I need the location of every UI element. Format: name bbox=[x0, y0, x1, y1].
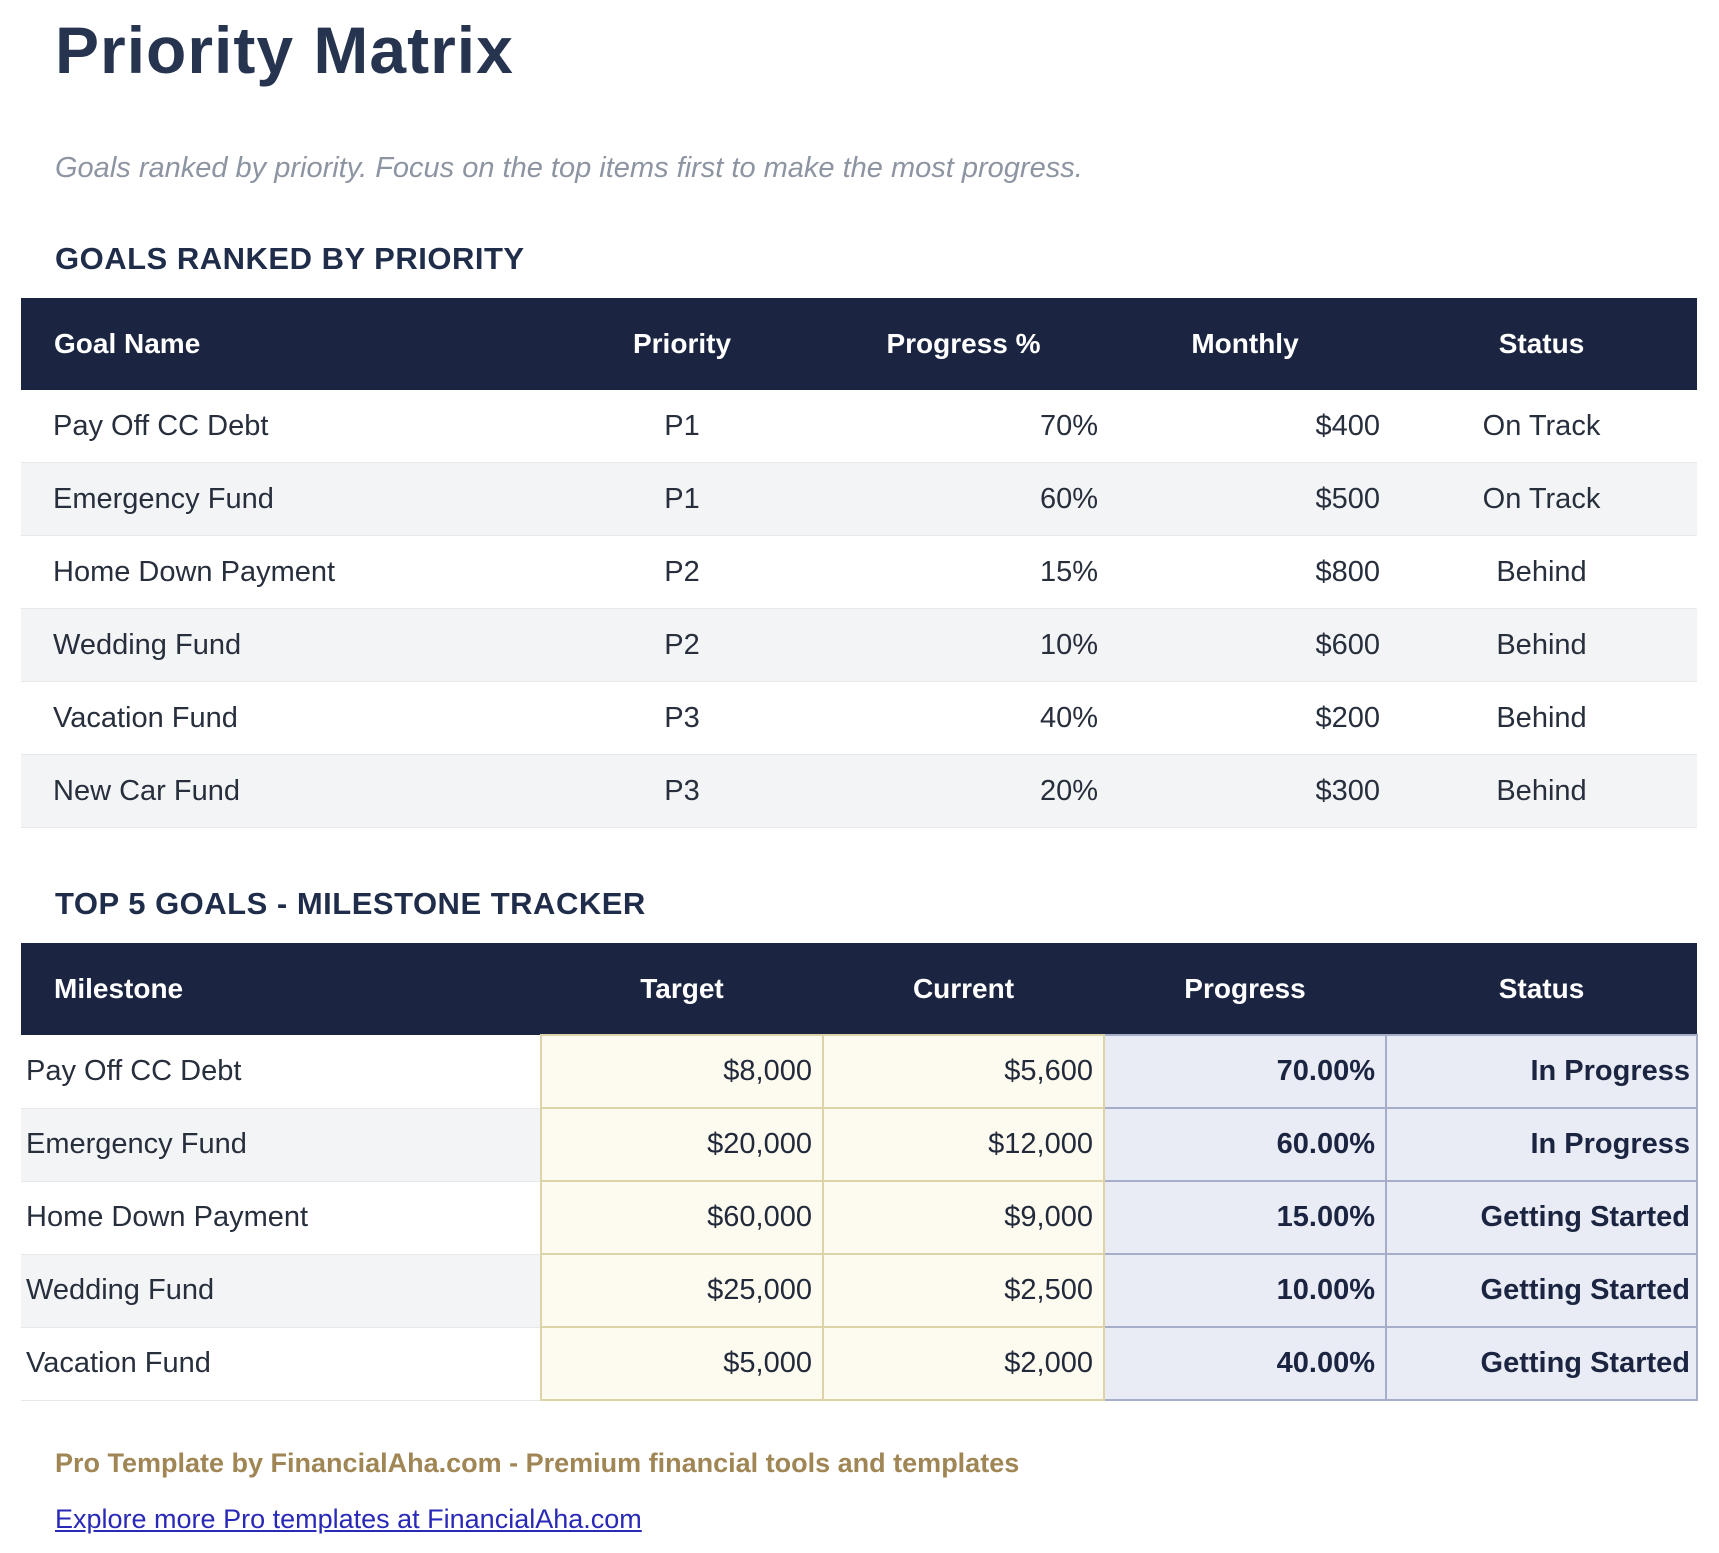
goal-cell: Home Down Payment bbox=[21, 535, 541, 609]
progress-cell: 40.00% bbox=[1103, 1326, 1387, 1401]
table-row: Wedding Fund $25,000 $2,500 10.00% Getting S… bbox=[21, 1253, 1698, 1328]
priority-table-body: Pay Off CC Debt P1 70% $400 On Track Emergenc… bbox=[21, 390, 1697, 828]
status-cell: In Progress bbox=[1385, 1034, 1698, 1109]
table-row: Emergency Fund $20,000 $12,000 60.00% In Pro… bbox=[21, 1107, 1698, 1182]
col-header-target: Target bbox=[541, 943, 823, 1035]
goals-priority-table: Goal Name Priority Progress % Monthly St… bbox=[21, 298, 1697, 828]
goal-cell: Vacation Fund bbox=[21, 681, 541, 755]
table-row: Home Down Payment P2 15% $800 Behind bbox=[21, 535, 1697, 609]
priority-cell: P3 bbox=[541, 754, 823, 828]
monthly-cell: $600 bbox=[1104, 608, 1386, 682]
milestone-tracker-table: Milestone Target Current Progress Status… bbox=[21, 943, 1698, 1401]
status-cell: Getting Started bbox=[1385, 1326, 1698, 1401]
monthly-cell: $500 bbox=[1104, 462, 1386, 536]
priority-cell: P2 bbox=[541, 608, 823, 682]
section-heading-milestone-tracker: TOP 5 GOALS - MILESTONE TRACKER bbox=[55, 886, 646, 921]
col-header-status: Status bbox=[1386, 298, 1697, 390]
col-header-progress: Progress bbox=[1104, 943, 1386, 1035]
page-title: Priority Matrix bbox=[55, 13, 514, 87]
col-header-monthly: Monthly bbox=[1104, 298, 1386, 390]
progress-cell: 10% bbox=[823, 608, 1104, 682]
status-cell: Behind bbox=[1386, 535, 1697, 609]
col-header-current: Current bbox=[823, 943, 1104, 1035]
milestone-cell: Pay Off CC Debt bbox=[21, 1035, 541, 1109]
priority-cell: P1 bbox=[541, 462, 823, 536]
progress-cell: 10.00% bbox=[1103, 1253, 1387, 1328]
page-subtitle: Goals ranked by priority. Focus on the t… bbox=[55, 152, 1083, 184]
table-row: Emergency Fund P1 60% $500 On Track bbox=[21, 462, 1697, 536]
milestone-cell: Emergency Fund bbox=[21, 1108, 541, 1182]
col-header-status: Status bbox=[1386, 943, 1697, 1035]
header-row: Goal Name Priority Progress % Monthly St… bbox=[21, 298, 1697, 390]
target-cell: $5,000 bbox=[540, 1326, 824, 1401]
milestone-cell: Vacation Fund bbox=[21, 1327, 541, 1401]
col-header-goal-name: Goal Name bbox=[21, 298, 541, 390]
status-cell: On Track bbox=[1386, 462, 1697, 536]
monthly-cell: $200 bbox=[1104, 681, 1386, 755]
table-row: New Car Fund P3 20% $300 Behind bbox=[21, 754, 1697, 828]
header-row: Milestone Target Current Progress Status bbox=[21, 943, 1697, 1035]
milestone-cell: Home Down Payment bbox=[21, 1181, 541, 1255]
status-cell: Behind bbox=[1386, 681, 1697, 755]
monthly-cell: $800 bbox=[1104, 535, 1386, 609]
table-row: Pay Off CC Debt P1 70% $400 On Track bbox=[21, 390, 1697, 463]
current-cell: $5,600 bbox=[822, 1034, 1105, 1109]
current-cell: $2,000 bbox=[822, 1326, 1105, 1401]
goal-cell: Wedding Fund bbox=[21, 608, 541, 682]
explore-templates-link[interactable]: Explore more Pro templates at FinancialA… bbox=[55, 1504, 642, 1534]
table-row: Home Down Payment $60,000 $9,000 15.00% Gett… bbox=[21, 1180, 1698, 1255]
progress-cell: 40% bbox=[823, 681, 1104, 755]
goal-cell: New Car Fund bbox=[21, 754, 541, 828]
target-cell: $60,000 bbox=[540, 1180, 824, 1255]
status-cell: On Track bbox=[1386, 390, 1697, 463]
monthly-cell: $300 bbox=[1104, 754, 1386, 828]
target-cell: $25,000 bbox=[540, 1253, 824, 1328]
current-cell: $12,000 bbox=[822, 1107, 1105, 1182]
progress-cell: 15% bbox=[823, 535, 1104, 609]
progress-cell: 60.00% bbox=[1103, 1107, 1387, 1182]
table-row: Wedding Fund P2 10% $600 Behind bbox=[21, 608, 1697, 682]
promo-text: Pro Template by FinancialAha.com - Premi… bbox=[55, 1448, 1020, 1478]
priority-cell: P3 bbox=[541, 681, 823, 755]
progress-cell: 20% bbox=[823, 754, 1104, 828]
goal-cell: Pay Off CC Debt bbox=[21, 390, 541, 463]
target-cell: $20,000 bbox=[540, 1107, 824, 1182]
table-row: Pay Off CC Debt $8,000 $5,600 70.00% In Prog… bbox=[21, 1034, 1698, 1109]
status-cell: In Progress bbox=[1385, 1107, 1698, 1182]
milestone-table-header: Milestone Target Current Progress Status bbox=[21, 943, 1697, 1035]
priority-table-header: Goal Name Priority Progress % Monthly St… bbox=[21, 298, 1697, 390]
table-row: Vacation Fund P3 40% $200 Behind bbox=[21, 681, 1697, 755]
col-header-priority: Priority bbox=[541, 298, 823, 390]
priority-cell: P2 bbox=[541, 535, 823, 609]
status-cell: Getting Started bbox=[1385, 1180, 1698, 1255]
progress-cell: 15.00% bbox=[1103, 1180, 1387, 1255]
current-cell: $2,500 bbox=[822, 1253, 1105, 1328]
table-row: Vacation Fund $5,000 $2,000 40.00% Getting S… bbox=[21, 1326, 1698, 1401]
col-header-milestone: Milestone bbox=[21, 943, 541, 1035]
milestone-cell: Wedding Fund bbox=[21, 1254, 541, 1328]
target-cell: $8,000 bbox=[540, 1034, 824, 1109]
section-heading-goals-ranked: GOALS RANKED BY PRIORITY bbox=[55, 241, 525, 276]
progress-cell: 60% bbox=[823, 462, 1104, 536]
priority-cell: P1 bbox=[541, 390, 823, 463]
monthly-cell: $400 bbox=[1104, 390, 1386, 463]
goal-cell: Emergency Fund bbox=[21, 462, 541, 536]
current-cell: $9,000 bbox=[822, 1180, 1105, 1255]
status-cell: Behind bbox=[1386, 608, 1697, 682]
milestone-table-body: Pay Off CC Debt $8,000 $5,600 70.00% In Prog… bbox=[21, 1034, 1698, 1401]
progress-cell: 70% bbox=[823, 390, 1104, 463]
progress-cell: 70.00% bbox=[1103, 1034, 1387, 1109]
col-header-progress-pct: Progress % bbox=[823, 298, 1104, 390]
status-cell: Getting Started bbox=[1385, 1253, 1698, 1328]
status-cell: Behind bbox=[1386, 754, 1697, 828]
